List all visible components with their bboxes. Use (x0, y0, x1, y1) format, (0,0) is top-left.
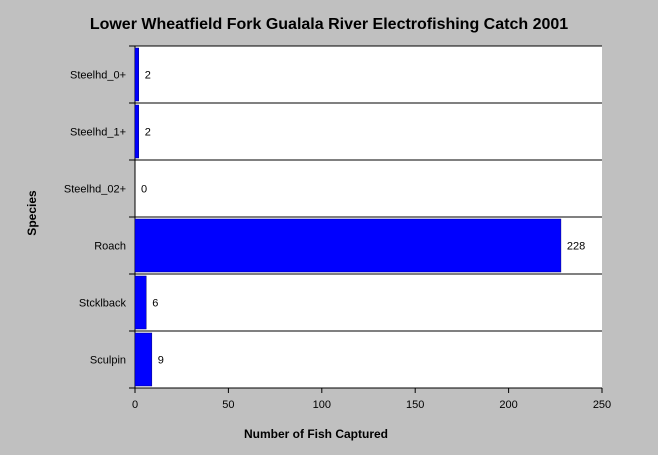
category-label: Steelhd_0+ (70, 70, 126, 82)
x-tick-label: 50 (222, 399, 234, 411)
data-label: 228 (567, 241, 585, 253)
category-label: Stcklback (79, 298, 127, 310)
chart-title: Lower Wheatfield Fork Gualala River Elec… (90, 16, 568, 33)
x-tick-label: 250 (593, 399, 611, 411)
category-label: Sculpin (90, 355, 126, 367)
x-tick-label: 150 (406, 399, 424, 411)
x-axis-title: Number of Fish Captured (244, 427, 388, 441)
data-label: 2 (145, 127, 151, 139)
data-label: 6 (152, 298, 158, 310)
x-tick-label: 0 (132, 399, 138, 411)
bar (134, 332, 153, 387)
bar (134, 104, 139, 159)
y-axis-title: Species (25, 190, 39, 236)
data-label: 0 (141, 184, 147, 196)
x-tick-label: 100 (313, 399, 331, 411)
category-label: Steelhd_1+ (70, 127, 126, 139)
category-label: Steelhd_02+ (64, 184, 126, 196)
chart-marks: Steelhd_0+ 2 Steelhd_1+ 2 Steelhd_02+ 0 Roach 2… (64, 45, 611, 411)
bar (134, 47, 139, 102)
bar (134, 218, 562, 273)
bar (134, 275, 147, 330)
data-label: 2 (145, 70, 151, 82)
data-label: 9 (158, 355, 164, 367)
x-tick-label: 200 (499, 399, 517, 411)
category-label: Roach (94, 241, 126, 253)
